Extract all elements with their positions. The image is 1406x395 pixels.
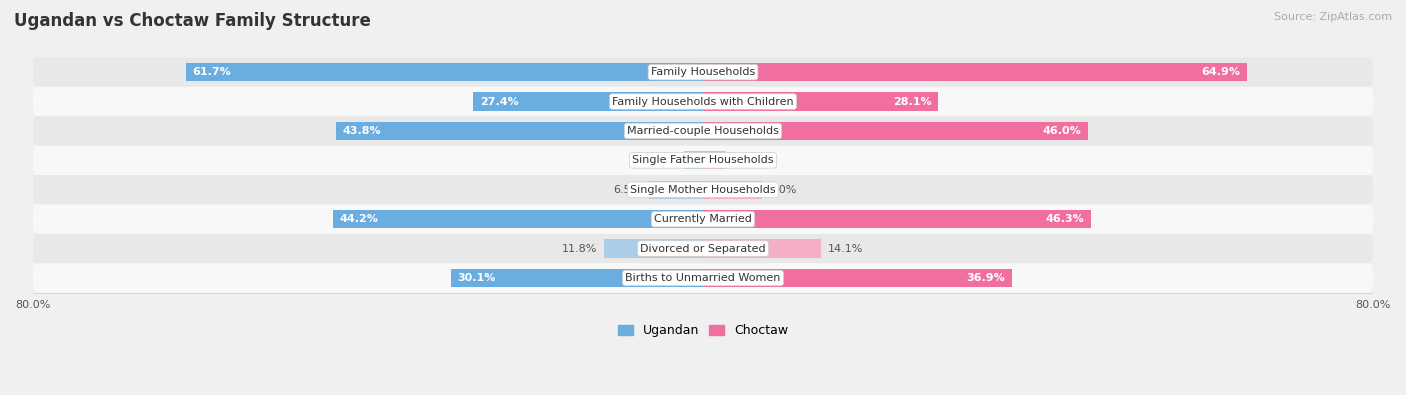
FancyBboxPatch shape [32, 234, 1374, 263]
Text: Single Father Households: Single Father Households [633, 155, 773, 166]
FancyBboxPatch shape [32, 146, 1374, 175]
Bar [703, 122, 1088, 140]
Bar [703, 92, 938, 111]
FancyBboxPatch shape [32, 57, 1374, 87]
Bar [703, 63, 1247, 81]
FancyBboxPatch shape [32, 205, 1374, 234]
Bar [703, 210, 1091, 228]
Text: 7.0%: 7.0% [768, 185, 797, 195]
Text: 14.1%: 14.1% [828, 244, 863, 254]
Bar [333, 210, 703, 228]
Bar [186, 63, 703, 81]
Bar [474, 92, 703, 111]
Text: 30.1%: 30.1% [457, 273, 496, 283]
Text: 28.1%: 28.1% [893, 96, 932, 107]
Text: Currently Married: Currently Married [654, 214, 752, 224]
Bar [683, 151, 703, 169]
Text: Ugandan vs Choctaw Family Structure: Ugandan vs Choctaw Family Structure [14, 12, 371, 30]
Text: Family Households with Children: Family Households with Children [612, 96, 794, 107]
Text: 43.8%: 43.8% [343, 126, 381, 136]
Text: Single Mother Households: Single Mother Households [630, 185, 776, 195]
FancyBboxPatch shape [32, 87, 1374, 116]
Text: Family Households: Family Households [651, 67, 755, 77]
Bar [703, 151, 725, 169]
Text: Married-couple Households: Married-couple Households [627, 126, 779, 136]
Bar [703, 239, 821, 258]
Text: 46.3%: 46.3% [1046, 214, 1084, 224]
Bar [703, 181, 762, 199]
Bar [336, 122, 703, 140]
Text: Source: ZipAtlas.com: Source: ZipAtlas.com [1274, 12, 1392, 22]
FancyBboxPatch shape [32, 175, 1374, 205]
FancyBboxPatch shape [32, 263, 1374, 293]
Text: Births to Unmarried Women: Births to Unmarried Women [626, 273, 780, 283]
Legend: Ugandan, Choctaw: Ugandan, Choctaw [613, 320, 793, 342]
Text: 46.0%: 46.0% [1043, 126, 1081, 136]
Bar [648, 181, 703, 199]
Text: 64.9%: 64.9% [1201, 67, 1240, 77]
Text: 11.8%: 11.8% [562, 244, 598, 254]
Text: 2.3%: 2.3% [648, 155, 678, 166]
Text: 36.9%: 36.9% [967, 273, 1005, 283]
Bar [605, 239, 703, 258]
Text: 61.7%: 61.7% [193, 67, 232, 77]
FancyBboxPatch shape [32, 116, 1374, 146]
Bar [451, 269, 703, 287]
Bar [703, 269, 1012, 287]
Text: 44.2%: 44.2% [339, 214, 378, 224]
Text: 6.5%: 6.5% [613, 185, 641, 195]
Text: 2.7%: 2.7% [733, 155, 761, 166]
Text: 27.4%: 27.4% [479, 96, 519, 107]
Text: Divorced or Separated: Divorced or Separated [640, 244, 766, 254]
